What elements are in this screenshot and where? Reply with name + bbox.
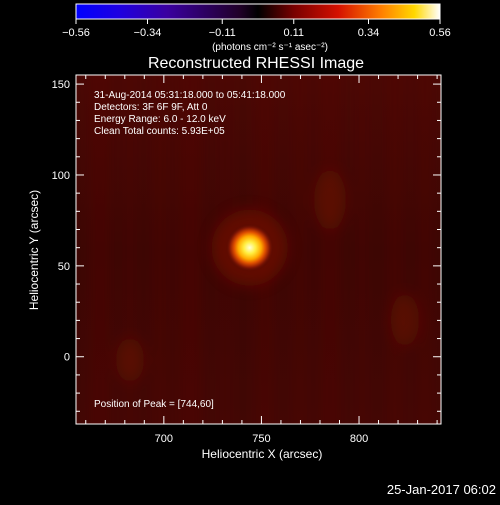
peak-position-label: Position of Peak = [744,60]	[94, 399, 214, 410]
y-tick-label: 150	[52, 79, 70, 91]
image-blob	[116, 338, 144, 382]
y-tick-label: 50	[58, 261, 70, 273]
colorbar-tick-label: −0.11	[209, 27, 236, 39]
image-streak	[357, 75, 367, 424]
image-blob	[391, 294, 419, 346]
image-streak	[179, 75, 201, 424]
plot-title: Reconstructed RHESSI Image	[148, 55, 364, 72]
info-line-detectors: Detectors: 3F 6F 9F, Att 0	[94, 102, 208, 113]
colorbar-tick-label: 0.11	[283, 27, 304, 39]
image-area	[76, 75, 441, 424]
y-tick-label: 100	[52, 170, 70, 182]
x-axis-title: Heliocentric X (arcsec)	[202, 447, 323, 461]
info-line-clean: Clean Total counts: 5.93E+05	[94, 126, 225, 137]
info-line-time: 31‐Aug‐2014 05:31:18.000 to 05:41:18.000	[94, 90, 286, 101]
x-tick-label: 800	[350, 433, 368, 445]
timestamp: 25‐Jan‐2017 06:02	[387, 482, 496, 497]
x-axis-ticks: 700 750 800	[85, 75, 438, 445]
plot-frame	[75, 74, 442, 425]
image-streak	[125, 75, 135, 424]
image-streak	[294, 75, 306, 424]
colorbar-tick-label: 0.34	[358, 27, 379, 39]
image-blob	[314, 170, 346, 230]
colorbar: −0.56 −0.34 −0.11 0.11 0.34 0.56 (photons cm⁻…	[62, 3, 451, 53]
y-axis-ticks: 0 50 100 150	[52, 79, 441, 412]
colorbar-units: (photons cm⁻² s⁻¹ asec⁻²)	[212, 42, 328, 53]
image-streak	[91, 75, 109, 424]
info-line-energy: Energy Range: 6.0 ‐ 12.0 keV	[94, 114, 226, 125]
image-streak	[388, 75, 402, 424]
colorbar-gradient	[75, 3, 441, 20]
colorbar-tick-label: 0.56	[429, 27, 450, 39]
image-streak	[321, 75, 339, 424]
colorbar-tick-labels: −0.56 −0.34 −0.11 0.11 0.34 0.56	[62, 27, 451, 39]
image-streak	[153, 75, 167, 424]
image-streaks	[91, 75, 431, 424]
colorbar-tick-label: −0.56	[62, 27, 90, 39]
image-streak	[419, 75, 431, 424]
y-axis-title: Heliocentric Y (arcsec)	[27, 190, 41, 310]
y-tick-label: 0	[64, 352, 70, 364]
x-tick-label: 700	[155, 433, 173, 445]
colorbar-ticks	[75, 19, 441, 24]
flare-source	[225, 223, 274, 272]
info-block: 31‐Aug‐2014 05:31:18.000 to 05:41:18.000…	[94, 90, 286, 137]
colorbar-tick-label: −0.34	[134, 27, 162, 39]
x-tick-label: 750	[252, 433, 270, 445]
